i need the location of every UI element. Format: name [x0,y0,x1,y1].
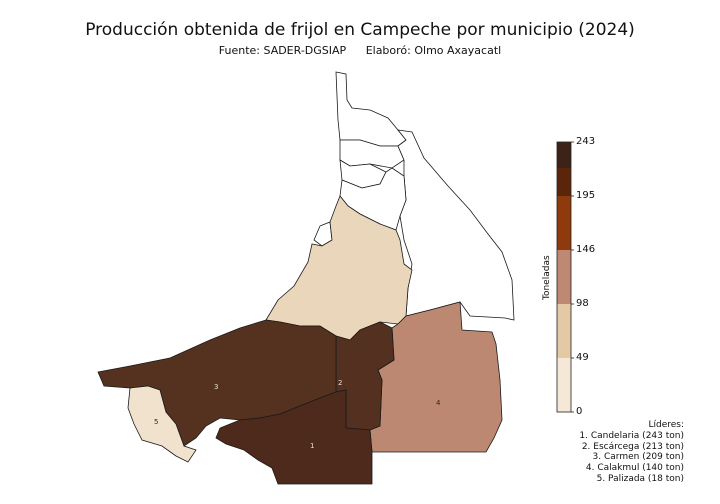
colorbar-tick-195: 195 [576,190,596,201]
colorbar-band-6 [557,142,571,168]
map-label-2: 2 [338,379,342,387]
colorbar-tick-243: 243 [576,136,596,147]
colorbar-tick-98: 98 [576,298,589,309]
colorbar-band-5 [557,168,571,196]
leaders-heading: Líderes: [648,420,684,430]
colorbar-band-1 [557,358,571,412]
leaders-legend: Líderes: 1. Candelaria (243 ton) 2. Escá… [579,420,684,485]
colorbar-tick-146: 146 [576,244,596,255]
colorbar-frame [556,141,572,413]
leader-item: 5. Palizada (18 ton) [596,473,684,484]
leader-item: 2. Escárcega (213 ton) [581,441,684,452]
municipality-palizada [127,385,197,463]
map-label-3: 3 [214,383,218,391]
map-label-4: 4 [436,399,441,407]
colorbar-tick-49: 49 [576,352,589,363]
colorbar [556,141,574,413]
leader-item: 3. Carmen (209 ton) [592,452,684,463]
map-title: Producción obtenida de frijol en Campech… [85,20,635,40]
colorbar-band-2 [557,304,571,358]
map-subtitle: Fuente: SADER-DGSIAP Elaboró: Olmo Axaya… [0,44,720,57]
colorbar-tick-0: 0 [576,406,583,417]
colorbar-band-3 [557,250,571,304]
map-label-5: 5 [154,418,158,426]
colorbar-band-4 [557,196,571,250]
colorbar-title: Toneladas [542,255,552,300]
municipality-hopelchen [397,129,515,321]
leader-item: 1. Candelaria (243 ton) [579,430,684,441]
municipality-calkini [335,71,407,147]
municipality-calakmul [369,301,503,453]
author-text: Elaboró: Olmo Axayacatl [365,44,502,57]
municipality-candelaria [215,389,373,485]
leader-item: 4. Calakmul (140 ton) [585,463,684,474]
source-text: Fuente: SADER-DGSIAP [218,44,347,57]
map-label-1: 1 [310,442,314,450]
